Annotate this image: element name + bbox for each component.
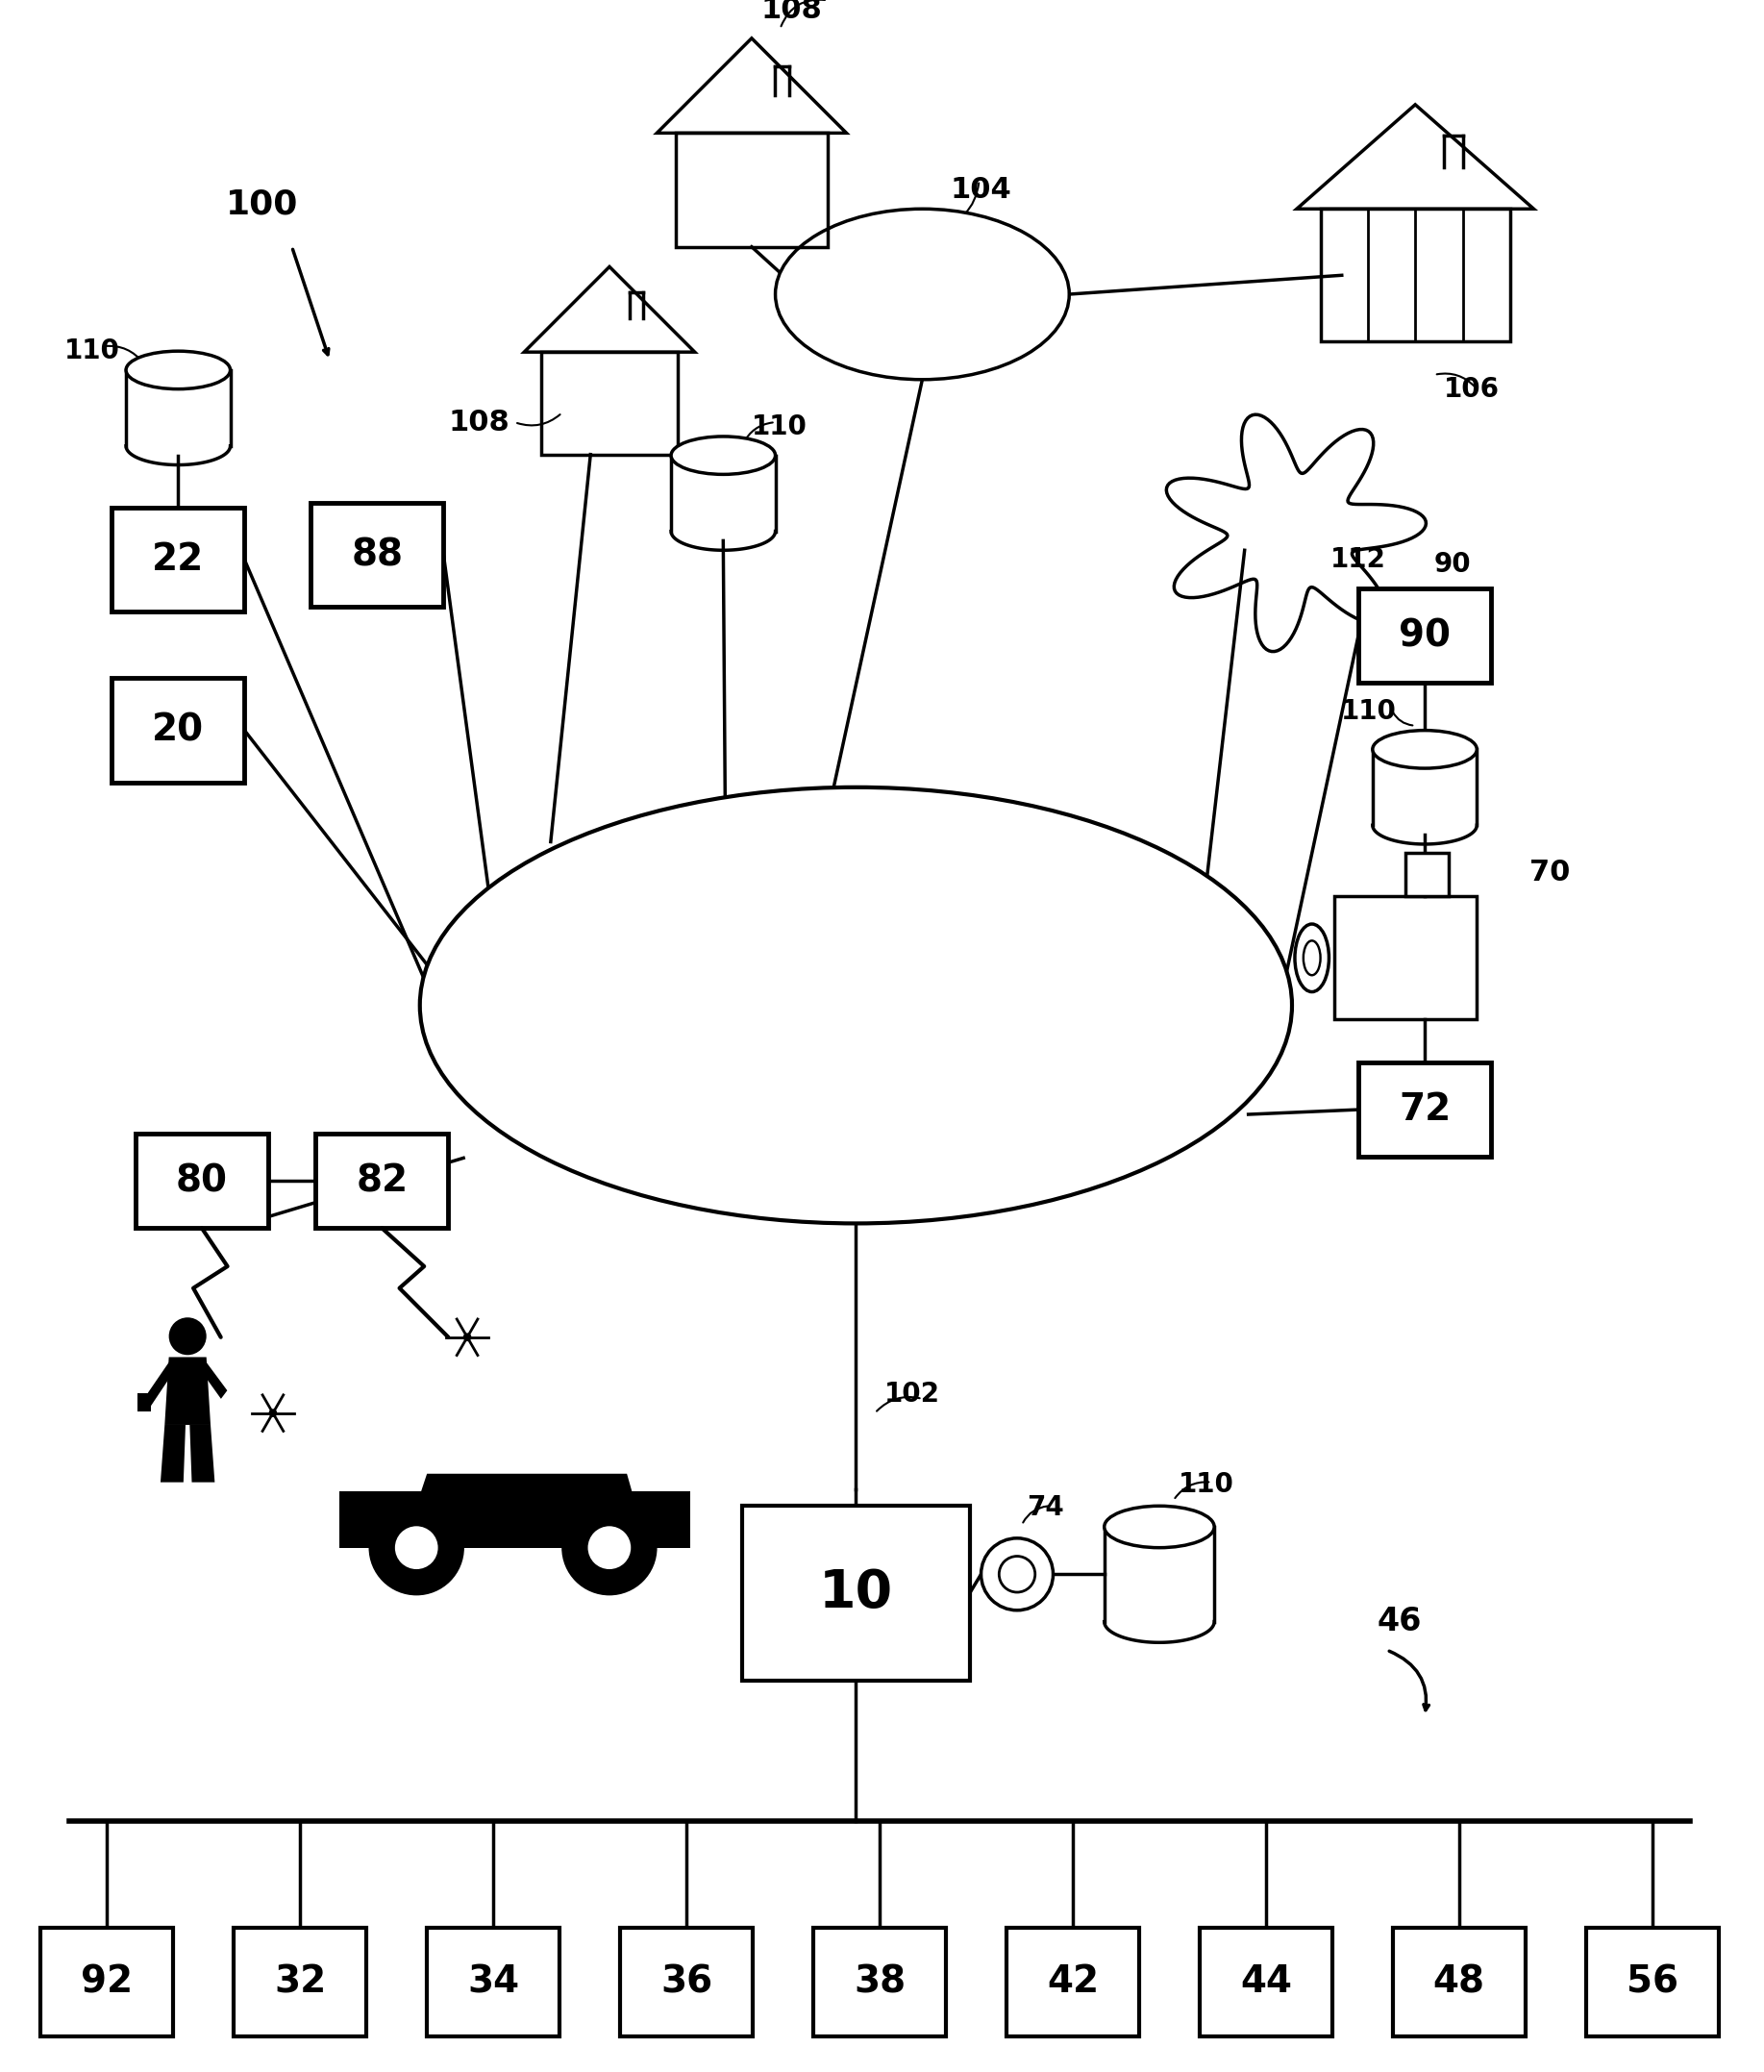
Bar bbox=[111, 678, 245, 783]
Ellipse shape bbox=[125, 350, 231, 390]
Text: 106: 106 bbox=[1443, 375, 1499, 402]
Text: 108: 108 bbox=[448, 408, 510, 437]
Text: 82: 82 bbox=[356, 1162, 407, 1200]
Ellipse shape bbox=[1295, 924, 1328, 992]
Bar bbox=[621, 1927, 753, 2037]
Text: 34: 34 bbox=[467, 1964, 519, 1999]
Text: 104: 104 bbox=[951, 176, 1013, 203]
Polygon shape bbox=[402, 1473, 647, 1548]
Text: 110: 110 bbox=[1341, 698, 1397, 725]
Circle shape bbox=[561, 1500, 658, 1595]
Polygon shape bbox=[161, 1426, 185, 1481]
Polygon shape bbox=[1335, 897, 1476, 1019]
Text: 44: 44 bbox=[1240, 1964, 1291, 1999]
Bar bbox=[1586, 1927, 1718, 2037]
Text: 36: 36 bbox=[660, 1964, 713, 1999]
Text: 90: 90 bbox=[1434, 551, 1471, 578]
Text: 110: 110 bbox=[751, 414, 808, 441]
Circle shape bbox=[981, 1537, 1053, 1610]
Ellipse shape bbox=[776, 209, 1069, 379]
Text: 80: 80 bbox=[176, 1162, 228, 1200]
Text: 56: 56 bbox=[1626, 1964, 1678, 1999]
Text: 46: 46 bbox=[1378, 1606, 1422, 1637]
Circle shape bbox=[587, 1527, 632, 1569]
Text: 38: 38 bbox=[854, 1964, 905, 1999]
Text: 48: 48 bbox=[1432, 1964, 1485, 1999]
Bar bbox=[111, 508, 245, 611]
Circle shape bbox=[369, 1500, 464, 1595]
Text: 100: 100 bbox=[226, 189, 298, 220]
Text: 74: 74 bbox=[1027, 1494, 1064, 1521]
Text: 22: 22 bbox=[152, 541, 205, 578]
Ellipse shape bbox=[1104, 1506, 1214, 1548]
Bar bbox=[235, 1927, 367, 2037]
Polygon shape bbox=[164, 1357, 210, 1426]
Text: 110: 110 bbox=[64, 338, 120, 365]
Bar bbox=[427, 1927, 559, 2037]
Text: 90: 90 bbox=[1399, 617, 1450, 655]
Text: 32: 32 bbox=[273, 1964, 326, 1999]
Bar bbox=[1200, 1927, 1332, 2037]
Polygon shape bbox=[145, 1361, 175, 1407]
Text: 70: 70 bbox=[1529, 858, 1570, 887]
Circle shape bbox=[395, 1527, 437, 1569]
Polygon shape bbox=[191, 1426, 215, 1481]
Ellipse shape bbox=[420, 787, 1291, 1222]
Ellipse shape bbox=[670, 437, 776, 474]
Text: 92: 92 bbox=[81, 1964, 132, 1999]
Circle shape bbox=[998, 1556, 1035, 1591]
Polygon shape bbox=[1406, 854, 1448, 897]
Ellipse shape bbox=[1304, 941, 1321, 976]
Circle shape bbox=[464, 1332, 471, 1341]
Bar bbox=[1358, 1063, 1491, 1156]
Text: 108: 108 bbox=[760, 0, 822, 23]
Text: 110: 110 bbox=[1178, 1471, 1233, 1498]
Polygon shape bbox=[138, 1394, 152, 1411]
Polygon shape bbox=[125, 371, 231, 445]
Bar bbox=[813, 1927, 946, 2037]
Polygon shape bbox=[670, 456, 776, 530]
Ellipse shape bbox=[1372, 729, 1476, 769]
Polygon shape bbox=[1372, 750, 1476, 825]
Text: 102: 102 bbox=[884, 1380, 940, 1407]
Polygon shape bbox=[199, 1361, 228, 1399]
Bar bbox=[1358, 588, 1491, 684]
Text: 42: 42 bbox=[1046, 1964, 1099, 1999]
Circle shape bbox=[169, 1318, 206, 1355]
Text: 112: 112 bbox=[1330, 547, 1385, 574]
Bar bbox=[1394, 1927, 1526, 2037]
Text: 88: 88 bbox=[351, 537, 404, 574]
Bar bbox=[310, 503, 443, 607]
Text: 10: 10 bbox=[818, 1566, 893, 1618]
Text: 72: 72 bbox=[1399, 1092, 1450, 1127]
Bar bbox=[41, 1927, 173, 2037]
Bar bbox=[316, 1133, 448, 1229]
Circle shape bbox=[268, 1409, 277, 1417]
Bar bbox=[136, 1133, 268, 1229]
Polygon shape bbox=[1104, 1527, 1214, 1622]
Bar bbox=[743, 1506, 970, 1680]
Bar bbox=[1007, 1927, 1140, 2037]
Text: 20: 20 bbox=[152, 713, 205, 748]
Polygon shape bbox=[339, 1490, 690, 1548]
